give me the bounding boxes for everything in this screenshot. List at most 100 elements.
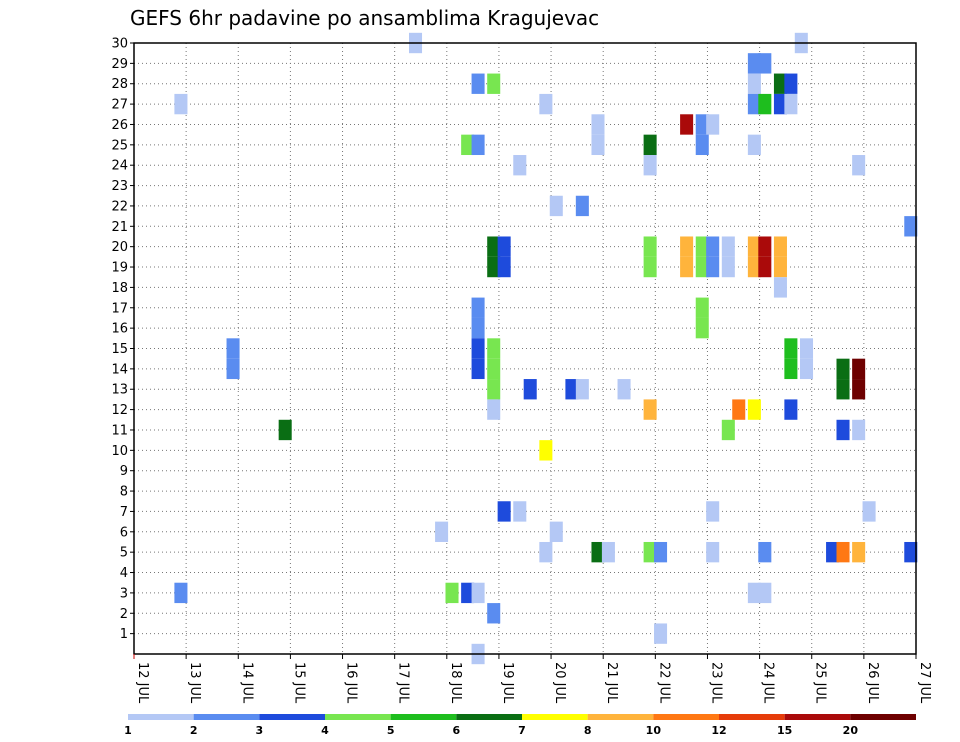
heatmap-cell — [487, 603, 501, 624]
heatmap-cell — [904, 216, 918, 237]
heatmap-cell — [695, 297, 709, 318]
y-tick-label: 16 — [111, 322, 128, 337]
heatmap-cell — [471, 297, 485, 318]
heatmap-cell — [773, 236, 787, 257]
heatmap-cell — [487, 73, 501, 94]
heatmap-cell — [549, 195, 563, 217]
heatmap-cells — [174, 32, 918, 665]
x-tick-label: 24 JUL — [761, 662, 776, 704]
chart-title: GEFS 6hr padavine po ansamblima Kragujev… — [130, 6, 600, 30]
heatmap-cell — [747, 53, 761, 74]
heatmap-cell — [513, 501, 527, 522]
heatmap-cell — [706, 114, 720, 135]
heatmap-cell — [836, 419, 850, 441]
heatmap-cell — [721, 419, 735, 441]
legend-swatch — [259, 714, 325, 720]
heatmap-cell — [800, 338, 814, 359]
legend-label: 15 — [777, 724, 792, 737]
legend-swatch — [325, 714, 391, 720]
heatmap-cell — [747, 93, 761, 115]
y-tick-label: 1 — [120, 627, 128, 642]
y-tick-label: 8 — [120, 485, 128, 500]
heatmap-cell — [695, 256, 709, 278]
heatmap-cell — [643, 155, 657, 176]
heatmap-cell — [601, 541, 615, 563]
y-tick-label: 23 — [111, 179, 128, 194]
heatmap-cell — [617, 379, 631, 400]
x-tick-label: 19 JUL — [500, 662, 515, 704]
y-tick-label: 18 — [111, 281, 128, 296]
y-tick-label: 24 — [111, 159, 128, 174]
heatmap-cell — [706, 236, 720, 257]
y-tick-label: 3 — [120, 586, 128, 601]
heatmap-cell — [549, 521, 563, 542]
heatmap-cell — [654, 541, 668, 563]
heatmap-cell — [591, 541, 605, 563]
legend-label: 3 — [256, 724, 264, 737]
heatmap-cell — [471, 582, 485, 604]
x-tick-label: 16 JUL — [344, 662, 359, 704]
heatmap-cell — [695, 317, 709, 339]
heatmap-cell — [747, 399, 761, 420]
heatmap-cell — [497, 256, 511, 278]
y-tick-label: 26 — [111, 118, 128, 133]
heatmap-cell — [800, 358, 814, 380]
heatmap-cell — [278, 419, 292, 441]
x-tick-label: 14 JUL — [239, 662, 254, 704]
heatmap-cell — [643, 236, 657, 257]
heatmap-cell — [487, 379, 501, 400]
heatmap-cell — [654, 623, 668, 644]
legend-label: 6 — [453, 724, 461, 737]
heatmap-cell — [836, 379, 850, 400]
heatmap-cell — [773, 93, 787, 115]
y-tick-label: 30 — [111, 37, 128, 52]
x-tick-label: 18 JUL — [448, 662, 463, 704]
heatmap-cell — [758, 53, 772, 74]
x-tick-label: 25 JUL — [813, 662, 828, 704]
x-tick-label: 12 JUL — [135, 662, 150, 704]
heatmap-cell — [471, 338, 485, 359]
heatmap-cell — [852, 541, 866, 563]
heatmap-cell — [852, 419, 866, 441]
y-tick-label: 13 — [111, 383, 128, 398]
heatmap-cell — [747, 236, 761, 257]
x-tick-label: 15 JUL — [291, 662, 306, 704]
heatmap-cell — [487, 358, 501, 380]
x-tick-label: 13 JUL — [187, 662, 202, 704]
y-tick-label: 2 — [120, 607, 128, 622]
legend-label: 4 — [321, 724, 329, 737]
x-axis: 12 JUL 13 JUL 14 JUL 15 JUL 16 JUL 17 JUL 18 J… — [133, 654, 932, 704]
heatmap-cell — [732, 399, 746, 420]
y-tick-label: 19 — [111, 261, 128, 276]
y-tick-label: 25 — [111, 138, 128, 153]
heatmap-cell — [591, 114, 605, 135]
y-tick-label: 27 — [111, 98, 128, 113]
heatmap-cell — [591, 134, 605, 156]
y-tick-label: 9 — [120, 464, 128, 479]
x-tick-label: 22 JUL — [656, 662, 671, 704]
heatmap-cell — [706, 541, 720, 563]
legend-label: 20 — [843, 724, 859, 737]
heatmap-cell — [773, 73, 787, 94]
legend-label: 5 — [387, 724, 395, 737]
heatmap-cell — [773, 256, 787, 278]
heatmap-cell — [784, 73, 798, 94]
x-tick-label: 21 JUL — [604, 662, 619, 704]
heatmap-cell — [784, 399, 798, 420]
heatmap-cell — [487, 256, 501, 278]
heatmap-cell — [643, 134, 657, 156]
y-axis: 1234567891011121314151617181920212223242… — [111, 37, 134, 642]
heatmap-cell — [643, 541, 657, 563]
heatmap-cell — [758, 93, 772, 115]
x-tick-label: 20 JUL — [552, 662, 567, 704]
heatmap-cell — [836, 358, 850, 380]
x-tick-label: 17 JUL — [396, 662, 411, 704]
y-tick-label: 20 — [111, 240, 128, 255]
heatmap-cell — [695, 114, 709, 135]
heatmap-cell — [471, 73, 485, 94]
legend-swatch — [850, 714, 916, 720]
x-tick-label: 26 JUL — [865, 662, 880, 704]
heatmap-cell — [497, 236, 511, 257]
y-tick-label: 10 — [111, 444, 128, 459]
y-tick-label: 28 — [111, 77, 128, 92]
